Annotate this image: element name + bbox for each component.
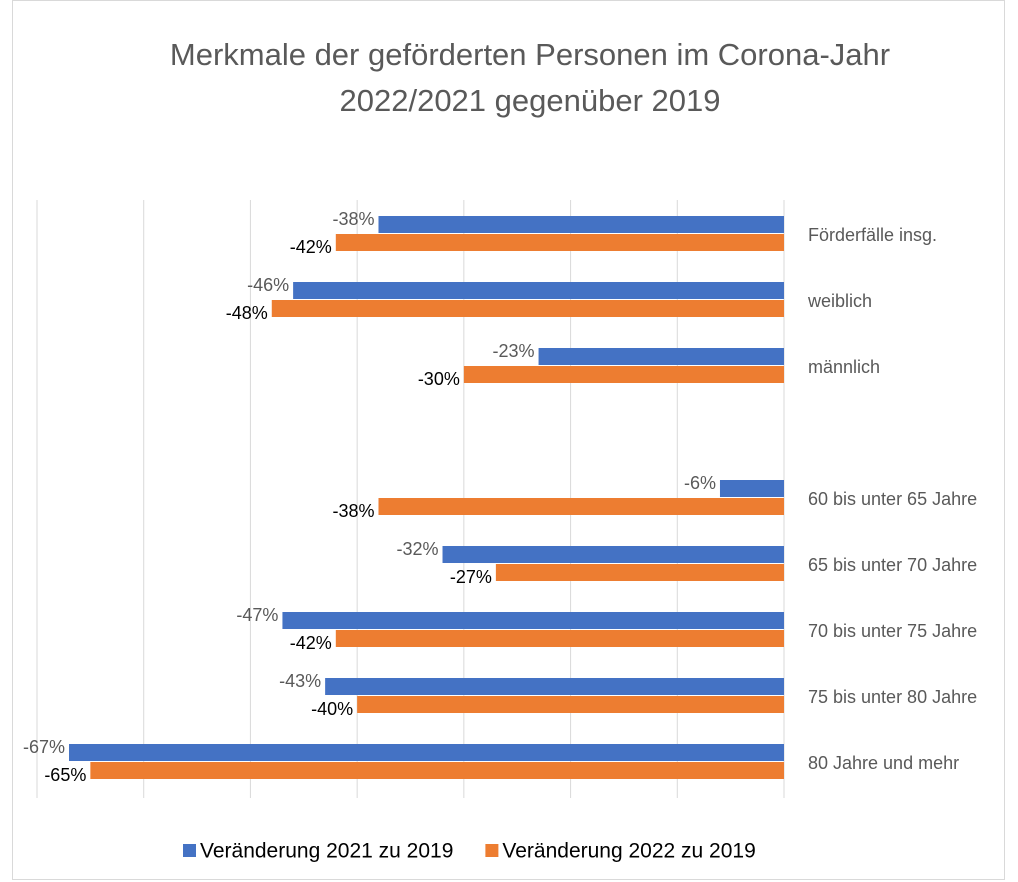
category-label: weiblich [807, 291, 872, 311]
value-label: -27% [450, 567, 492, 587]
bar [69, 744, 784, 761]
value-label: -30% [418, 369, 460, 389]
value-label: -67% [23, 737, 65, 757]
chart-title: Merkmale der geförderten Personen im Cor… [170, 37, 890, 72]
value-label: -32% [396, 539, 438, 559]
value-label: -48% [226, 303, 268, 323]
bar [495, 564, 784, 581]
category-label: 70 bis unter 75 Jahre [808, 621, 977, 641]
bar [378, 216, 784, 233]
bar [282, 612, 784, 629]
bar [538, 348, 784, 365]
bar [335, 234, 784, 251]
legend-label: Veränderung 2022 zu 2019 [502, 840, 755, 863]
bar [378, 498, 784, 515]
chart-title: 2022/2021 gegenüber 2019 [340, 83, 721, 118]
value-label: -38% [332, 209, 374, 229]
bar [271, 300, 784, 317]
chart-border [12, 0, 1005, 880]
category-label: 65 bis unter 70 Jahre [808, 555, 977, 575]
category-label: 75 bis unter 80 Jahre [808, 687, 977, 707]
bar [335, 630, 784, 647]
category-label: männlich [808, 357, 880, 377]
category-label: 60 bis unter 65 Jahre [808, 489, 977, 509]
value-label: -42% [290, 633, 332, 653]
bar [325, 678, 784, 695]
value-label: -6% [684, 473, 716, 493]
bar [357, 696, 784, 713]
category-label: 80 Jahre und mehr [808, 753, 959, 773]
value-label: -65% [44, 765, 86, 785]
legend-label: Veränderung 2021 zu 2019 [200, 840, 453, 863]
bar [293, 282, 784, 299]
value-label: -23% [493, 341, 535, 361]
bar [463, 366, 784, 383]
value-label: -47% [236, 605, 278, 625]
legend-swatch [183, 844, 196, 857]
value-label: -43% [279, 671, 321, 691]
bar [719, 480, 784, 497]
value-label: -42% [290, 237, 332, 257]
value-label: -46% [247, 275, 289, 295]
bar [90, 762, 785, 779]
value-label: -40% [311, 699, 353, 719]
category-label: Förderfälle insg. [808, 225, 937, 245]
value-label: -38% [332, 501, 374, 521]
bar [442, 546, 784, 563]
legend-swatch [485, 844, 499, 857]
